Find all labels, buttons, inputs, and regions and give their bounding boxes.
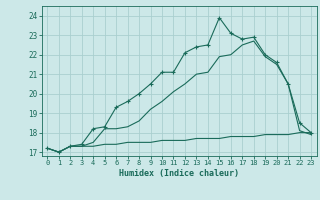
X-axis label: Humidex (Indice chaleur): Humidex (Indice chaleur) xyxy=(119,169,239,178)
